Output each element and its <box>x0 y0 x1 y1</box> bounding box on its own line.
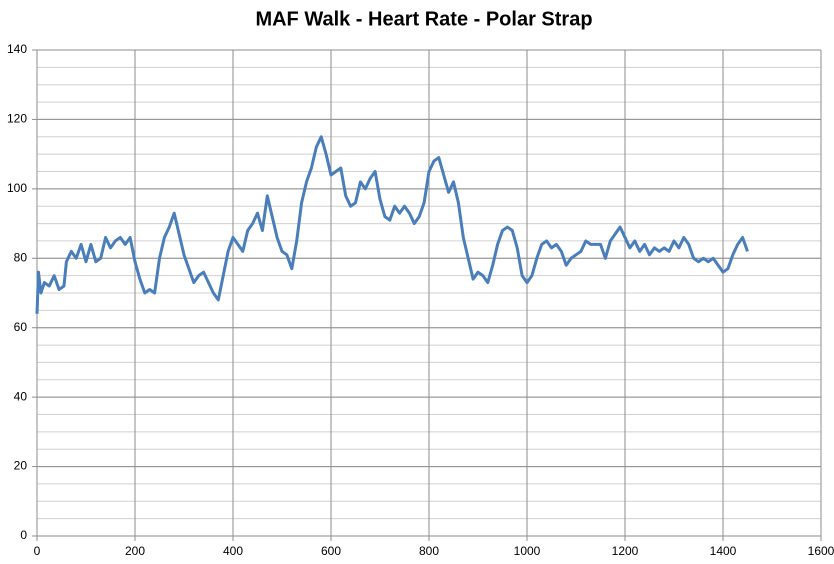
y-tick-label: 0 <box>20 528 27 542</box>
y-tick-label: 20 <box>14 459 28 473</box>
x-tick-label: 400 <box>223 544 243 558</box>
x-tick-label: 200 <box>125 544 145 558</box>
chart-title: MAF Walk - Heart Rate - Polar Strap <box>255 8 592 30</box>
x-tick-label: 1600 <box>808 544 834 558</box>
y-tick-label: 60 <box>14 320 28 334</box>
y-tick-label: 120 <box>7 112 27 126</box>
y-tick-label: 140 <box>7 42 27 56</box>
data-line <box>35 135 749 314</box>
x-tick-label: 800 <box>419 544 439 558</box>
y-tick-label: 80 <box>14 250 28 264</box>
y-tick-label: 40 <box>14 389 28 403</box>
x-tick-label: 1400 <box>710 544 737 558</box>
x-tick-label: 600 <box>321 544 341 558</box>
x-tick-label: 1200 <box>612 544 639 558</box>
y-tick-label: 100 <box>7 181 27 195</box>
x-tick-label: 1000 <box>514 544 541 558</box>
x-tick-label: 0 <box>34 544 41 558</box>
